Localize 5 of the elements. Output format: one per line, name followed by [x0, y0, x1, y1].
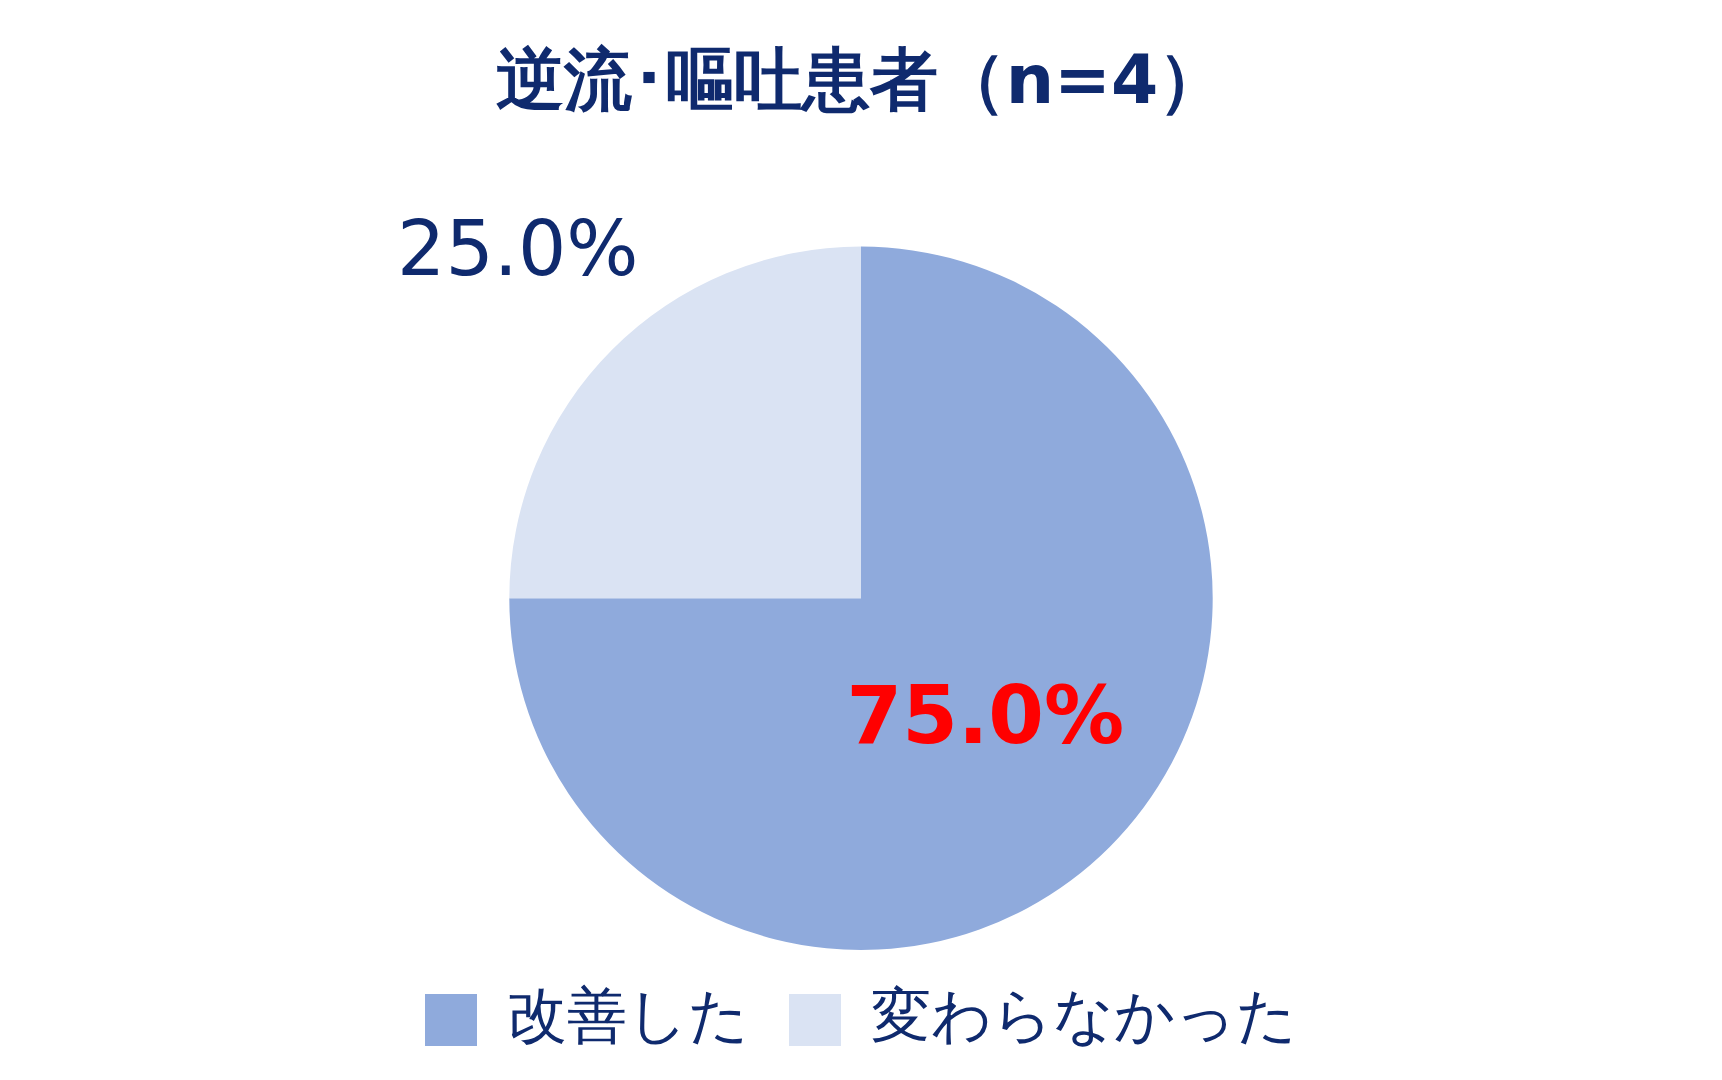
legend-label: 改善した — [507, 979, 749, 1050]
data-label: 25.0% — [397, 203, 639, 293]
chart-title: 逆流･嘔吐患者（n=4） — [495, 40, 1227, 120]
data-label: 75.0% — [846, 669, 1125, 763]
legend-label: 変わらなかった — [871, 979, 1297, 1050]
